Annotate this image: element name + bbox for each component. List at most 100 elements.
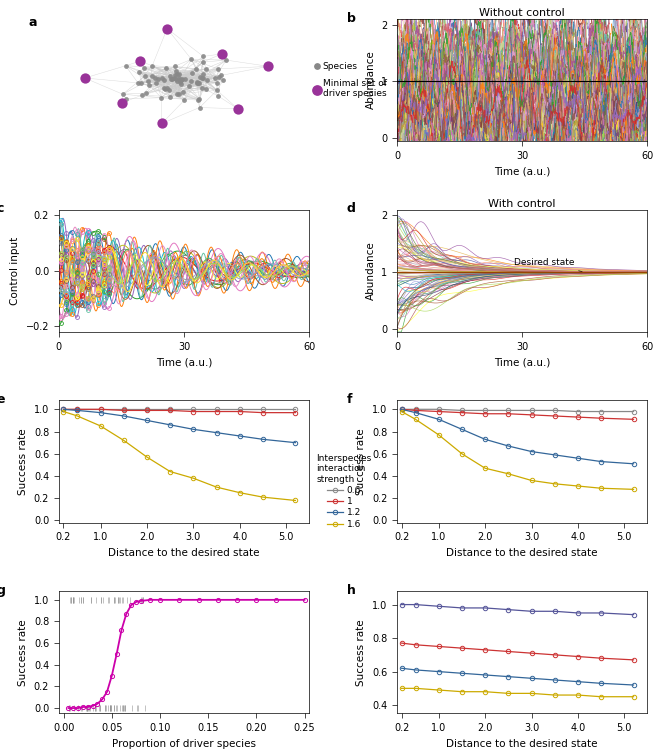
0.15 bbox=[630, 692, 638, 701]
Line: 0.024: 0.024 bbox=[400, 407, 636, 414]
1.2 bbox=[259, 435, 267, 444]
Point bbox=[173, 72, 184, 84]
0.1 bbox=[597, 679, 605, 688]
0.024 bbox=[411, 405, 419, 414]
1 bbox=[73, 405, 81, 414]
0.029 bbox=[458, 408, 466, 418]
Point bbox=[170, 69, 181, 81]
Point bbox=[137, 89, 147, 101]
0.036 bbox=[630, 485, 638, 494]
Point bbox=[221, 54, 232, 66]
0.024 bbox=[630, 407, 638, 416]
Title: With control: With control bbox=[489, 199, 556, 209]
Point bbox=[147, 60, 158, 72]
0.034 bbox=[597, 457, 605, 466]
0.024 bbox=[574, 407, 582, 416]
0 bbox=[504, 605, 512, 614]
Point bbox=[213, 63, 224, 75]
Point bbox=[198, 69, 208, 81]
Line: 0.029: 0.029 bbox=[400, 407, 636, 421]
0.029 bbox=[435, 407, 443, 416]
0.05 bbox=[504, 647, 512, 656]
Point bbox=[152, 73, 163, 85]
Point bbox=[213, 90, 224, 102]
Point bbox=[141, 87, 152, 99]
Text: g: g bbox=[0, 584, 5, 597]
0.024 bbox=[481, 406, 489, 415]
Point bbox=[169, 60, 180, 72]
Point bbox=[159, 82, 169, 94]
1.6 bbox=[236, 488, 244, 498]
0.024 bbox=[504, 406, 512, 415]
0.024 bbox=[551, 406, 559, 415]
Point bbox=[214, 72, 224, 84]
0.036 bbox=[481, 464, 489, 473]
1.6 bbox=[73, 411, 81, 421]
0.1 bbox=[574, 677, 582, 686]
Point bbox=[194, 77, 204, 89]
0 bbox=[630, 610, 638, 619]
Point bbox=[178, 86, 188, 98]
0.6 bbox=[166, 405, 174, 414]
Y-axis label: Abundance: Abundance bbox=[366, 242, 375, 300]
Y-axis label: Abundance: Abundance bbox=[366, 51, 375, 109]
X-axis label: Distance to the desired state: Distance to the desired state bbox=[109, 548, 260, 558]
Point bbox=[176, 78, 186, 90]
0.034 bbox=[481, 435, 489, 444]
Y-axis label: Success rate: Success rate bbox=[18, 619, 28, 686]
1.2 bbox=[60, 405, 67, 414]
Line: 0.1: 0.1 bbox=[400, 666, 636, 687]
0.024 bbox=[528, 406, 536, 415]
Text: f: f bbox=[347, 393, 353, 406]
Point bbox=[181, 73, 191, 85]
0.034 bbox=[411, 408, 419, 418]
1 bbox=[120, 406, 128, 415]
X-axis label: Time (a.u.): Time (a.u.) bbox=[494, 357, 551, 367]
1.2 bbox=[73, 406, 81, 415]
Point bbox=[164, 84, 174, 96]
Line: 0.6: 0.6 bbox=[61, 407, 298, 411]
0.05 bbox=[481, 646, 489, 655]
Point bbox=[120, 60, 131, 72]
Point bbox=[80, 72, 90, 84]
0.029 bbox=[481, 409, 489, 418]
Point bbox=[216, 48, 227, 60]
1 bbox=[236, 407, 244, 416]
0.15 bbox=[528, 689, 536, 698]
1.2 bbox=[97, 408, 105, 418]
Point bbox=[192, 77, 202, 89]
Point bbox=[156, 118, 167, 130]
Text: e: e bbox=[0, 393, 5, 406]
Point bbox=[186, 54, 197, 66]
Text: d: d bbox=[347, 202, 356, 215]
0.1 bbox=[504, 672, 512, 681]
0 bbox=[597, 609, 605, 618]
0.15 bbox=[551, 691, 559, 700]
Point bbox=[117, 97, 128, 109]
1.2 bbox=[190, 425, 198, 434]
0.15 bbox=[574, 691, 582, 700]
0.1 bbox=[551, 676, 559, 685]
Point bbox=[192, 76, 202, 88]
0.029 bbox=[574, 412, 582, 421]
0.1 bbox=[528, 673, 536, 683]
Point bbox=[177, 73, 187, 85]
0.15 bbox=[481, 687, 489, 696]
0.15 bbox=[597, 692, 605, 701]
1.6 bbox=[292, 496, 300, 505]
1 bbox=[259, 408, 267, 418]
0.024 bbox=[597, 407, 605, 416]
0.6 bbox=[73, 405, 81, 414]
X-axis label: Distance to the desired state: Distance to the desired state bbox=[447, 548, 598, 558]
0.036 bbox=[435, 430, 443, 439]
0.15 bbox=[398, 684, 405, 693]
Legend: 0.6, 1, 1.2, 1.6: 0.6, 1, 1.2, 1.6 bbox=[317, 454, 371, 528]
0.034 bbox=[528, 447, 536, 456]
Point bbox=[167, 73, 177, 85]
1.2 bbox=[236, 431, 244, 440]
Point bbox=[173, 88, 184, 100]
0.029 bbox=[528, 410, 536, 419]
1 bbox=[97, 405, 105, 414]
Point bbox=[200, 83, 211, 95]
Y-axis label: Control input: Control input bbox=[10, 236, 20, 305]
